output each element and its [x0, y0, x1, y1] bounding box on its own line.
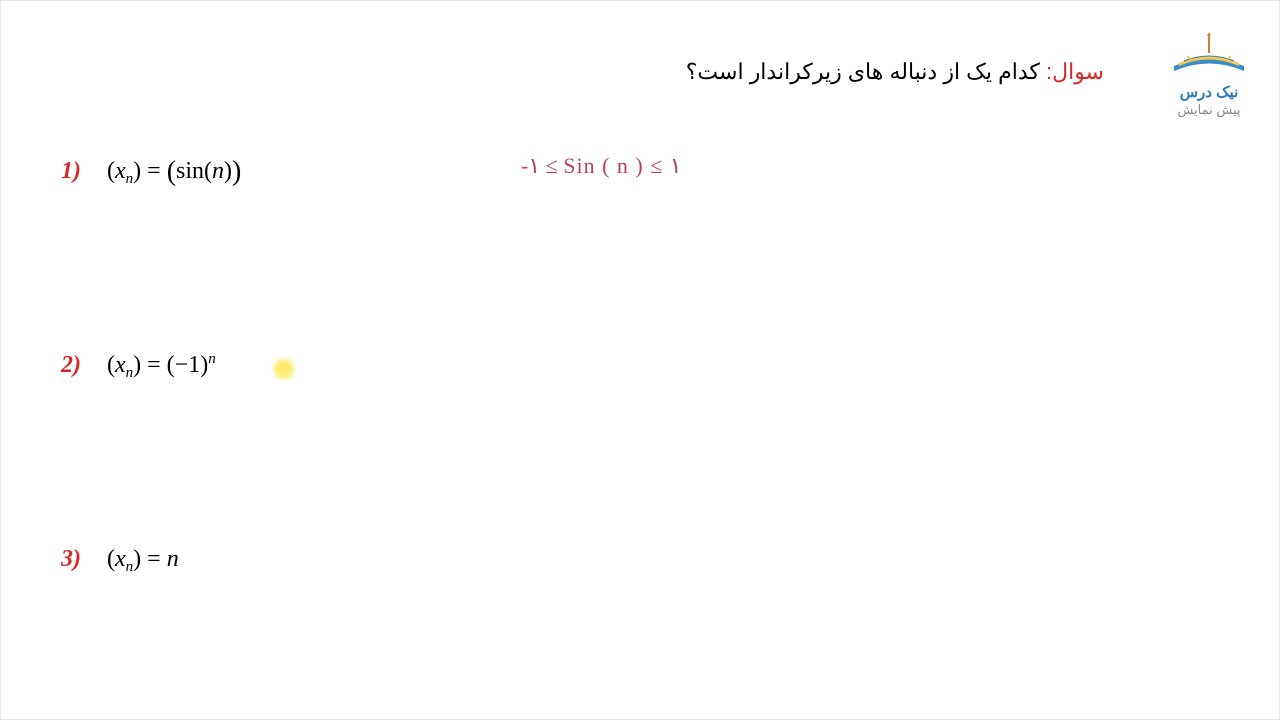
option-1: 1) (xn) = (sin(n)) [61, 156, 241, 188]
option-1-number: 1) [61, 158, 89, 185]
option-2-formula: (xn) = (−1)n [107, 351, 216, 382]
question-label: سوال: [1046, 59, 1104, 84]
option-3-number: 3) [61, 546, 89, 573]
logo-text-secondary: پیش نمایش [1164, 102, 1254, 118]
option-3-formula: (xn) = n [107, 546, 179, 576]
question-body: کدام یک از دنباله های زیرکراندار است؟ [686, 59, 1040, 84]
handwritten-annotation: -۱ ≤ Sin ( n ) ≤ ۱ [521, 153, 682, 179]
cursor-highlight [274, 359, 294, 379]
book-icon [1169, 31, 1249, 76]
option-3: 3) (xn) = n [61, 546, 179, 576]
option-1-formula: (xn) = (sin(n)) [107, 156, 241, 188]
brand-logo: نیک درس پیش نمایش [1164, 31, 1254, 118]
option-2-number: 2) [61, 352, 89, 379]
option-2: 2) (xn) = (−1)n [61, 351, 216, 382]
logo-text-primary: نیک درس [1164, 83, 1254, 101]
question-line: سوال: کدام یک از دنباله های زیرکراندار ا… [686, 59, 1104, 85]
